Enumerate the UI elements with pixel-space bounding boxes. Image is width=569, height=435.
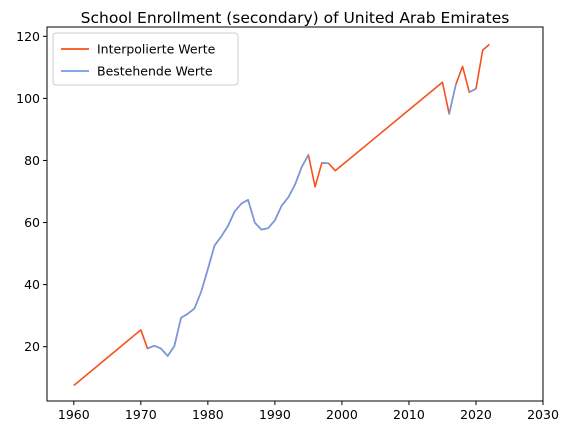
x-tick-label: 1990 bbox=[259, 407, 291, 422]
y-tick-label: 120 bbox=[16, 29, 40, 44]
y-tick-label: 20 bbox=[24, 339, 40, 354]
legend: Interpolierte Werte Bestehende Werte bbox=[52, 32, 239, 86]
y-axis: 20 40 60 80 100 120 bbox=[16, 29, 47, 354]
y-tick-label: 100 bbox=[16, 91, 40, 106]
x-tick-label: 2010 bbox=[393, 407, 425, 422]
x-tick-label: 1970 bbox=[125, 407, 157, 422]
series-line-interpolated bbox=[73, 43, 490, 387]
y-tick-label: 60 bbox=[24, 215, 40, 230]
series-line-existing bbox=[147, 154, 310, 357]
x-tick-label: 1980 bbox=[192, 407, 224, 422]
x-axis: 1960 1970 1980 1990 2000 2010 2020 2030 bbox=[58, 401, 559, 422]
y-tick-label: 40 bbox=[24, 277, 40, 292]
legend-label: Bestehende Werte bbox=[97, 64, 213, 79]
y-tick-label: 80 bbox=[24, 153, 40, 168]
series-line-existing bbox=[468, 88, 477, 93]
x-tick-label: 1960 bbox=[58, 407, 90, 422]
x-tick-label: 2030 bbox=[527, 407, 559, 422]
legend-label: Interpolierte Werte bbox=[97, 42, 216, 57]
legend-box bbox=[52, 32, 239, 86]
series-line-existing bbox=[448, 84, 457, 115]
x-tick-label: 2020 bbox=[460, 407, 492, 422]
x-tick-label: 2000 bbox=[326, 407, 358, 422]
axes-frame bbox=[46, 26, 544, 402]
chart-title: School Enrollment (secondary) of United … bbox=[81, 9, 510, 27]
plot-area bbox=[73, 43, 490, 387]
